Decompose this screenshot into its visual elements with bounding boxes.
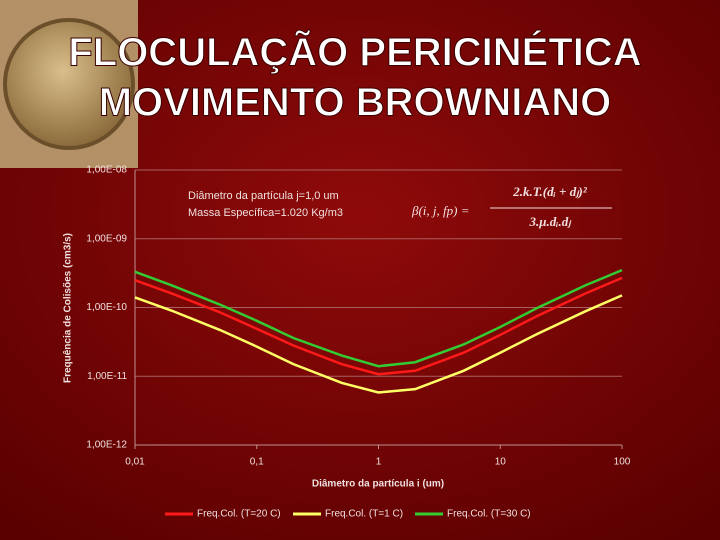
y-tick-label: 1,00E-12 (86, 440, 127, 451)
formula-lhs: β(i, j, fp) = (411, 203, 470, 218)
slide-title: MOVIMENTO BROWNIANO (99, 81, 612, 125)
x-tick-label: 1 (376, 457, 382, 468)
y-axis-title: Frequência de Colisões (cm3/s) (63, 233, 74, 383)
annotation: Massa Específica=1.020 Kg/m3 (188, 207, 343, 219)
x-tick-label: 0,1 (250, 457, 264, 468)
logo (3, 18, 135, 150)
x-axis-title: Diâmetro da partícula i (um) (312, 479, 444, 490)
slide-title: FLOCULAÇÃO PERICINÉTICA (68, 29, 641, 75)
x-tick-label: 100 (614, 457, 631, 468)
legend-label: Freq.Col. (T=1 C) (325, 509, 403, 520)
series-line (134, 268, 623, 368)
x-tick-label: 10 (495, 457, 507, 468)
y-tick-label: 1,00E-08 (86, 165, 127, 176)
formula-denominator: 3.μ.dᵢ.dⱼ (529, 214, 573, 229)
y-tick-label: 1,00E-09 (86, 233, 127, 244)
series-line (134, 294, 623, 394)
annotation: Diâmetro da partícula j=1,0 um (188, 190, 339, 202)
series-line (134, 276, 623, 376)
legend-label: Freq.Col. (T=30 C) (447, 509, 531, 520)
formula-numerator: 2.k.T.(dᵢ + dⱼ)² (512, 184, 588, 199)
legend-label: Freq.Col. (T=20 C) (197, 509, 281, 520)
y-tick-label: 1,00E-10 (86, 302, 127, 313)
x-tick-label: 0,01 (125, 457, 145, 468)
y-tick-label: 1,00E-11 (87, 371, 127, 382)
